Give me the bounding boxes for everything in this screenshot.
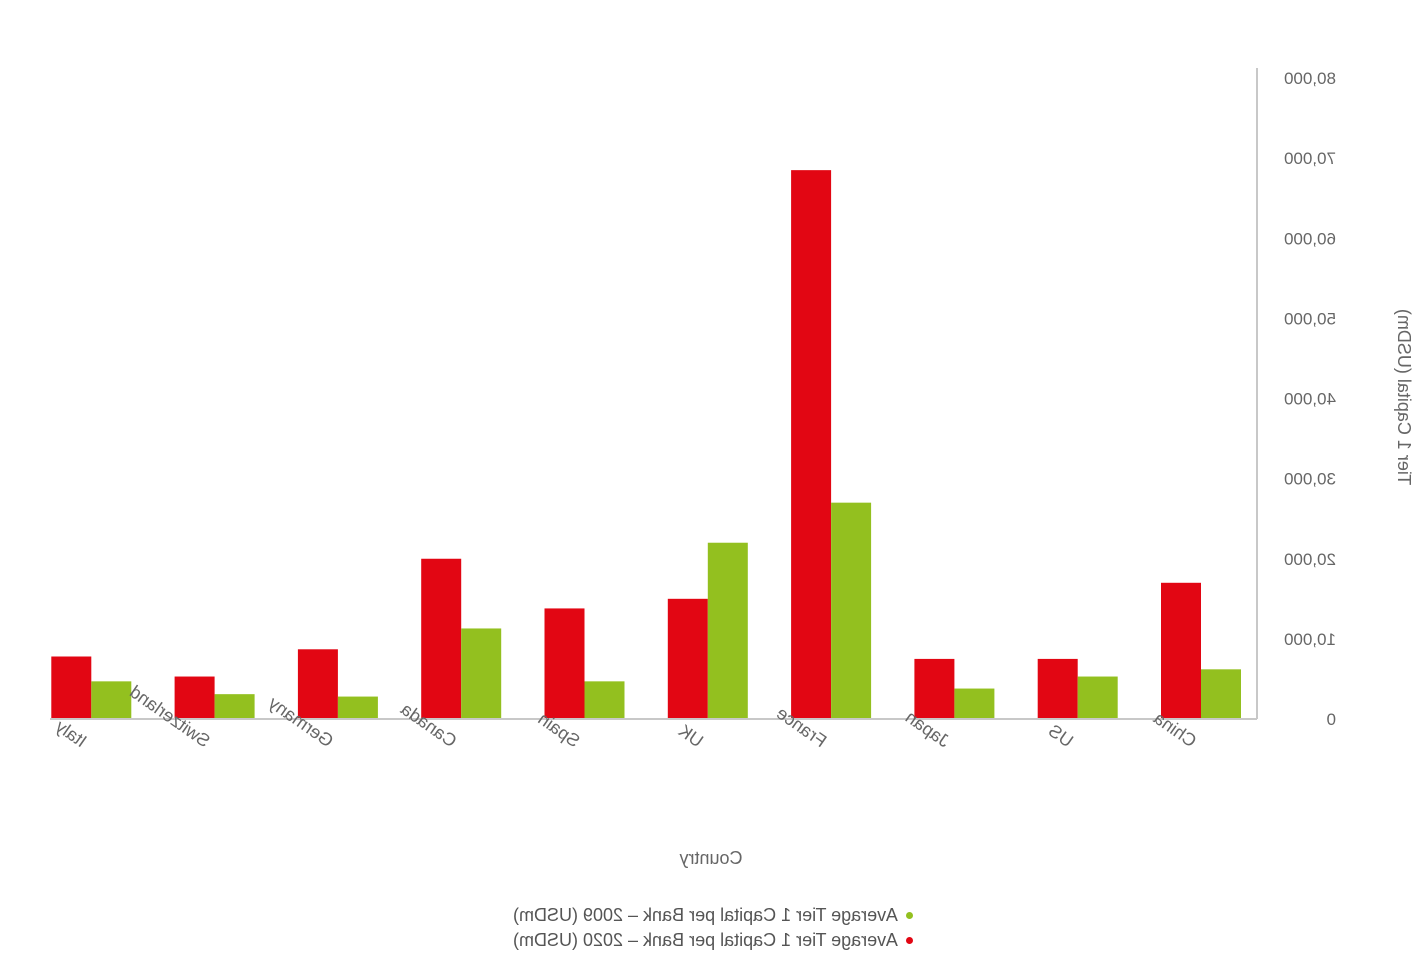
legend-label: Average Tier 1 Capital per Bank – 2020 (… [513, 930, 898, 950]
bar [954, 688, 995, 719]
legend: Average Tier 1 Capital per Bank – 2009 (… [0, 905, 1426, 951]
bar [667, 598, 708, 719]
bar [914, 658, 955, 719]
bars-layer [51, 170, 1241, 720]
legend-item: Average Tier 1 Capital per Bank – 2020 (… [513, 930, 913, 951]
bar [461, 628, 502, 719]
legend-marker [905, 937, 913, 944]
y-tick-label: 0 [1327, 710, 1336, 729]
bar [544, 608, 585, 719]
bar [51, 656, 92, 719]
legend-label: Average Tier 1 Capital per Bank – 2009 (… [513, 905, 898, 925]
bar [421, 558, 462, 719]
legend-item: Average Tier 1 Capital per Bank – 2009 (… [513, 905, 913, 926]
y-axis-title: Tier 1 Capital (USDm) [1394, 309, 1414, 485]
y-tick-label: 10,000 [1284, 630, 1336, 649]
y-tick-label: 60,000 [1284, 229, 1336, 248]
y-tick-label: 20,000 [1284, 550, 1336, 569]
y-tick-label: 80,000 [1284, 69, 1336, 88]
y-tick-label: 30,000 [1284, 470, 1336, 489]
bar [1161, 582, 1201, 719]
x-tick-label: UK [675, 721, 707, 752]
bar [174, 676, 215, 719]
bar [91, 681, 132, 719]
bar [707, 542, 748, 719]
bar [1037, 658, 1078, 719]
y-tick-label: 40,000 [1284, 390, 1336, 409]
bar [337, 696, 378, 719]
bar [584, 681, 625, 719]
legend-marker [905, 912, 913, 919]
bar [214, 694, 255, 719]
bar [1201, 669, 1241, 719]
y-tick-label: 70,000 [1284, 149, 1336, 168]
bar [831, 502, 872, 719]
x-axis-title: Country [679, 848, 742, 868]
x-tick-label: US [1045, 721, 1077, 752]
y-tick-label: 50,000 [1284, 309, 1336, 328]
bar [791, 170, 832, 720]
x-tick-label: Italy [52, 716, 91, 751]
bar [1077, 676, 1118, 719]
bar [297, 649, 338, 719]
